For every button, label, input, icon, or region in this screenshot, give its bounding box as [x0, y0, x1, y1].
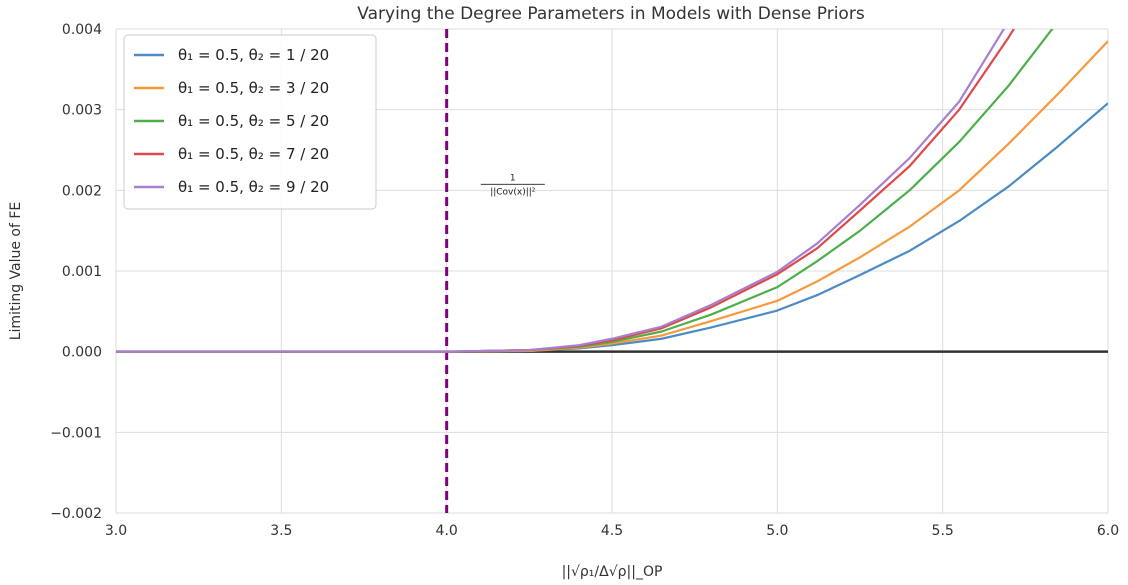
y-tick-label: −0.002: [50, 506, 102, 522]
y-tick-labels: −0.002 −0.001 0.000 0.001 0.002 0.003 0.004: [50, 22, 102, 522]
annotation-numerator: 1: [510, 173, 516, 183]
x-tick-label: 3.5: [270, 523, 292, 539]
chart-title: Varying the Degree Parameters in Models …: [357, 4, 865, 24]
y-tick-label: 0.000: [62, 345, 102, 361]
legend-entry: θ₁ = 0.5, θ₂ = 5 / 20: [178, 112, 329, 130]
legend-frame: [123, 34, 377, 210]
x-tick-labels: 3.0 3.5 4.0 4.5 5.0 5.5 6.0: [105, 523, 1119, 539]
legend-entry: θ₁ = 0.5, θ₂ = 7 / 20: [178, 145, 329, 163]
x-tick-label: 6.0: [1097, 523, 1119, 539]
x-tick-label: 4.0: [436, 523, 458, 539]
x-tick-label: 4.5: [601, 523, 623, 539]
legend-entry: θ₁ = 0.5, θ₂ = 9 / 20: [178, 178, 329, 196]
series-lines: [116, 29, 1108, 353]
legend-entry: θ₁ = 0.5, θ₂ = 3 / 20: [178, 79, 329, 97]
legend: θ₁ = 0.5, θ₂ = 1 / 20 θ₁ = 0.5, θ₂ = 3 / …: [123, 34, 377, 210]
y-tick-label: 0.002: [62, 183, 102, 199]
annotation-denominator: ||Cov(x)||²: [490, 187, 536, 197]
y-tick-label: 0.004: [62, 22, 102, 38]
annotation: 1 ||Cov(x)||²: [480, 173, 545, 197]
x-tick-label: 5.5: [932, 523, 954, 539]
x-tick-label: 5.0: [766, 523, 788, 539]
y-tick-label: −0.001: [50, 425, 102, 441]
series-line-5: [116, 29, 1006, 353]
x-tick-label: 3.0: [105, 523, 127, 539]
y-axis-label: Limiting Value of FE: [8, 202, 24, 341]
legend-entry: θ₁ = 0.5, θ₂ = 1 / 20: [178, 46, 329, 64]
x-axis-label: ||√ρ₁/Δ√ρ||_OP: [562, 564, 663, 580]
y-tick-label: 0.001: [62, 264, 102, 280]
y-tick-label: 0.003: [62, 103, 102, 119]
